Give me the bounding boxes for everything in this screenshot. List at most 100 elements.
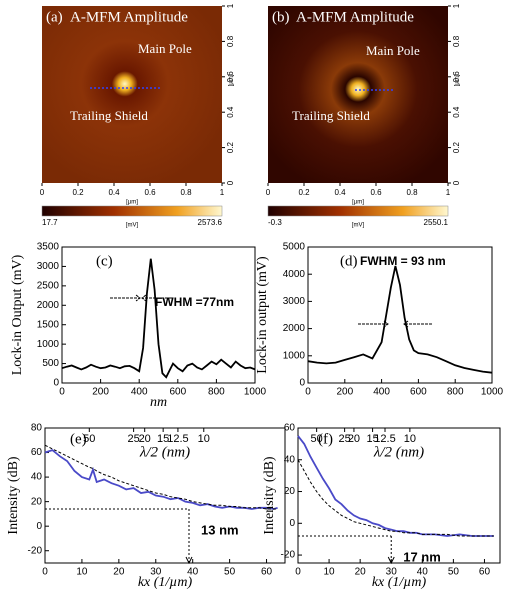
y-tick-label: 2000: [283, 323, 306, 334]
x2-tick-label: 10: [404, 433, 416, 445]
data-line: [297, 459, 494, 537]
x-tick-label: 0.6: [370, 188, 382, 197]
y-tick-label: -20: [28, 545, 43, 556]
y-tick-label: 0.4: [452, 106, 461, 118]
y-tick-label: 5000: [283, 242, 306, 253]
x-tick-label: 800: [208, 387, 225, 398]
y-tick-label: 500: [42, 358, 59, 369]
annotation: Main Pole: [138, 41, 192, 56]
x-tick-label: 0: [59, 387, 65, 398]
y-tick-label: 0: [53, 378, 59, 389]
cutoff-label: 13 nm: [201, 522, 239, 537]
y-axis-label: Lock-in Output (mV): [10, 254, 25, 375]
panel-label: (e): [70, 431, 87, 447]
x-tick-label: 1: [446, 188, 451, 197]
x-tick-label: 0.8: [406, 188, 418, 197]
x2-tick-label: 12.5: [374, 433, 395, 445]
y-tick-label: 0.6: [226, 71, 235, 83]
y-axis-label: [µm]: [229, 74, 235, 86]
y-tick-label: 0: [452, 180, 461, 185]
y-tick-label: 0.2: [226, 141, 235, 153]
x2-tick-label: 25: [338, 433, 350, 445]
y-tick-label: 60: [284, 423, 296, 434]
annotation: FWHM = 93 nm: [360, 254, 446, 268]
afm-image: [42, 6, 222, 183]
x-tick-label: 0.2: [298, 188, 310, 197]
x-tick-label: 1000: [481, 387, 504, 398]
plot-frame: [307, 246, 493, 384]
x-tick-label: 30: [150, 567, 162, 578]
annotation: FWHM =77nm: [155, 295, 234, 309]
x-tick-label: 50: [448, 567, 460, 578]
x-tick-label: 0.4: [334, 188, 346, 197]
x-axis-label: [µm]: [126, 200, 138, 206]
x2-tick-label: 15: [366, 433, 378, 445]
y-tick-label: -20: [281, 550, 296, 561]
colorbar-max: 2573.6: [198, 218, 223, 227]
x2-tick-label: 50: [83, 433, 95, 445]
panel-title: A-MFM Amplitude: [70, 9, 188, 25]
x-tick-label: 200: [92, 387, 109, 398]
y-tick-label: 40: [284, 454, 296, 465]
panel-label: (b): [272, 9, 290, 25]
x-axis-label: kx (1/µm): [138, 575, 193, 590]
plot-frame: [44, 427, 286, 564]
plot-frame: [61, 246, 256, 384]
panel-title: A-MFM Amplitude: [296, 9, 414, 25]
cutoff-arrow: [185, 556, 193, 565]
panel-label: (c): [96, 253, 113, 269]
y-axis-label: Lock-in output (mV): [255, 256, 270, 374]
panel-label: (f): [318, 431, 333, 447]
x-tick-label: 10: [76, 567, 88, 578]
colorbar-unit: [mV]: [352, 223, 365, 229]
y-tick-label: 80: [31, 423, 43, 434]
x-axis-label: kx (1/µm): [372, 575, 427, 590]
y-tick-label: 0.4: [226, 106, 235, 118]
x2-tick-label: 50: [311, 433, 323, 445]
fwhm-arrow: [403, 320, 432, 328]
x-tick-label: 50: [224, 567, 236, 578]
x-tick-label: 0.4: [108, 188, 120, 197]
y-axis-label: Intensity (dB): [262, 456, 277, 534]
x2-tick-label: 20: [139, 433, 151, 445]
y-tick-label: 60: [31, 447, 43, 458]
x-tick-label: 20: [113, 567, 125, 578]
colorbar-unit: [mV]: [126, 223, 139, 229]
x-axis-label: nm: [150, 395, 167, 410]
x2-axis-label: λ/2 (nm): [373, 444, 424, 460]
x-tick-label: 0.6: [144, 188, 156, 197]
annotation: Main Pole: [366, 43, 420, 58]
x-tick-label: 40: [417, 567, 429, 578]
x-tick-label: 600: [410, 387, 427, 398]
y-tick-label: 1500: [37, 319, 60, 330]
y-tick-label: 0.8: [226, 35, 235, 47]
y-axis-label: [µm]: [455, 74, 461, 86]
fwhm-arrow: [110, 294, 141, 302]
annotation: Trailing Shield: [70, 108, 148, 123]
y-tick-label: 1: [226, 3, 235, 8]
y-tick-label: 40: [31, 472, 43, 483]
y-tick-label: 3000: [37, 261, 60, 272]
x-tick-label: 40: [187, 567, 199, 578]
x2-tick-label: 20: [348, 433, 360, 445]
data-line: [307, 265, 493, 374]
data-line: [297, 435, 494, 537]
afm-image: [268, 6, 448, 183]
x2-axis-label: λ/2 (nm): [139, 444, 190, 460]
y-tick-label: 1000: [37, 339, 60, 350]
x-tick-label: 0: [42, 567, 48, 578]
fwhm-arrow: [141, 294, 172, 302]
colorbar: [41, 205, 223, 217]
y-tick-label: 1: [452, 3, 461, 8]
x-tick-label: 200: [336, 387, 353, 398]
annotation: Trailing Shield: [292, 108, 370, 123]
x-tick-label: 0: [266, 188, 271, 197]
x-tick-label: 10: [324, 567, 336, 578]
x-tick-label: 0: [40, 188, 45, 197]
x-tick-label: 1: [220, 188, 225, 197]
data-line: [44, 444, 278, 510]
x-tick-label: 400: [373, 387, 390, 398]
colorbar-min: 17.7: [42, 218, 58, 227]
plot-frame: [297, 427, 501, 564]
